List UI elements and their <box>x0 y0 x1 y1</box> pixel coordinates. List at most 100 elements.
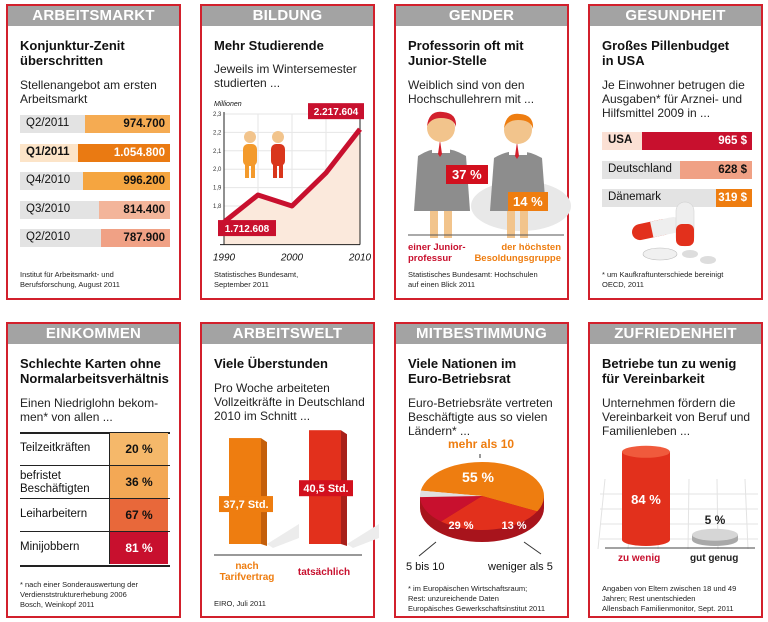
bar-value: 996.200 <box>83 172 170 190</box>
cylinder-bottom <box>622 534 670 546</box>
table-divider <box>20 432 170 434</box>
hours-bar-chart: 37,7 Std. 40,5 Std. <box>214 430 379 556</box>
top-salary-label: der höchsten Besoldungsgruppe <box>474 242 561 264</box>
card-title: Schlechte Karten ohne Normalarbeitsverhä… <box>20 356 169 386</box>
pie-slice <box>420 462 544 512</box>
data-label-box <box>308 103 364 120</box>
bar-row: Deutschland 628 $ <box>602 160 752 179</box>
leader-line <box>523 541 542 555</box>
category-label: nach Tarifvertrag <box>219 561 275 583</box>
bar-value: 814.400 <box>98 200 170 219</box>
y-tick-label: 2,3 <box>213 112 222 118</box>
card-header: GENDER <box>396 6 567 26</box>
bar-category-label: Q1/2011 <box>26 145 70 158</box>
card-header: BILDUNG <box>202 6 373 26</box>
bar-category-label: USA <box>608 134 633 146</box>
bar-shadow <box>267 524 299 548</box>
pie <box>420 462 544 542</box>
card-zufriedenheit: ZUFRIEDENHEIT Betriebe tun zu wenig für … <box>588 322 763 618</box>
y-tick-label: 2,1 <box>213 149 222 155</box>
y-axis-label: Millionen <box>214 101 242 108</box>
card-source: Statistisches Bundesamt, September 2011 <box>214 270 299 289</box>
card-subtitle: Je Einwohner betrugen die Ausgaben* für … <box>602 78 745 120</box>
slice-value: 13 % <box>501 520 526 532</box>
bar-row: Q3/2010 814.400 <box>20 200 170 219</box>
slice-label: weniger als 5 <box>488 561 553 573</box>
bar-category-label: Q3/2010 <box>26 202 71 215</box>
value-label: 37,7 Std. <box>223 499 268 511</box>
bar-value: 965 $ <box>642 132 752 150</box>
y-tick-label: 1,8 <box>213 204 222 210</box>
card-subtitle: Stellenangebot am ersten Arbeitsmarkt <box>20 78 157 106</box>
slice-value: 55 % <box>462 469 494 485</box>
card-header: ARBEITSMARKT <box>8 6 179 26</box>
card-source: EIRO, Juli 2011 <box>214 599 266 608</box>
category-label: gut genug <box>690 553 739 564</box>
student-leg <box>273 164 277 178</box>
card-header: MITBESTIMMUNG <box>396 324 567 344</box>
card-subtitle: Jeweils im Wintersemester studierten ... <box>214 62 357 90</box>
bar-category-label: Q4/2010 <box>26 174 71 186</box>
slice-value: 29 % <box>448 520 473 532</box>
card-title: Betriebe tun zu wenig für Vereinbarkeit <box>602 356 737 386</box>
card-title: Großes Pillenbudget in USA <box>602 38 730 68</box>
card-subtitle: Weiblich sind von den Hochschullehrern m… <box>408 78 535 106</box>
line-chart: 1,8 1,9 2,0 2,1 2,2 2,3 1990 2000 2010 1.712.608 2… <box>213 103 372 264</box>
value-label-box <box>299 480 353 497</box>
y-tick-label: 1,9 <box>213 186 222 192</box>
card-subtitle: Einen Niedriglohn bekom- men* von allen … <box>20 396 159 424</box>
value-label: 40,5 Std. <box>303 483 348 495</box>
card-gesundheit: GESUNDHEIT Großes Pillenbudget in USA Je… <box>588 4 763 300</box>
card-title: Konjunktur-Zenit überschritten <box>20 38 125 68</box>
student-leg <box>245 164 249 178</box>
pills-illustration <box>632 201 716 264</box>
cylinder-bar <box>622 451 670 540</box>
card-mitbestimmung: MITBESTIMMUNG Viele Nationen im Euro-Bet… <box>394 322 569 618</box>
pie-slice-rest <box>420 490 482 498</box>
category-label: tatsächlich <box>297 567 351 578</box>
value-label: 5 % <box>705 513 726 527</box>
x-tick-label: 2000 <box>280 253 304 264</box>
top-salary-value: 14 % <box>508 192 548 211</box>
pie-slice <box>420 496 482 522</box>
y-tick-label: 2,2 <box>213 130 222 136</box>
card-title: Professorin oft mit Junior-Stelle <box>408 38 524 68</box>
table-row-value: 67 % <box>109 499 168 531</box>
bar-category-label: Q2/2011 <box>26 117 70 129</box>
card-title: Viele Überstunden <box>214 356 328 371</box>
card-subtitle: Unternehmen fördern die Vereinbarkeit vo… <box>602 396 751 438</box>
bar-category-label: Dänemark <box>608 191 662 203</box>
data-label-box <box>218 220 276 237</box>
card-header: EINKOMMEN <box>8 324 179 344</box>
pie-chart: 55 % 29 % 13 % <box>418 454 544 557</box>
bar-value: 628 $ <box>680 160 752 179</box>
category-label: zu wenig <box>618 553 661 564</box>
junior-professor-label: einer Junior- professur <box>408 242 466 264</box>
data-label: 1.712.608 <box>225 224 270 235</box>
value-label-box <box>219 496 273 513</box>
bar-row: Q4/2010 996.200 <box>20 172 170 190</box>
area-fill <box>224 129 360 245</box>
table-row-label: Teilzeitkräften <box>20 442 91 454</box>
bar <box>229 438 261 544</box>
card-arbeitswelt: ARBEITSWELT Viele Überstunden Pro Woche … <box>200 322 379 618</box>
grid-line <box>597 478 606 550</box>
slice-label: 5 bis 10 <box>406 561 445 573</box>
bar-value: 787.900 <box>101 229 170 247</box>
data-label: 2.217.604 <box>314 107 359 118</box>
card-source: Institut für Arbeitsmarkt- und Berufsfor… <box>20 270 120 289</box>
card-source: * nach einer Sonderauswertung der Verdie… <box>20 580 138 609</box>
cylinder-top <box>692 528 738 541</box>
slice-label: mehr als 10 <box>448 437 515 451</box>
table-divider <box>20 465 170 466</box>
student-body <box>271 144 285 166</box>
card-header: GESUNDHEIT <box>590 6 761 26</box>
bar-row: Q2/2010 787.900 <box>20 229 170 247</box>
table-row-value: 20 % <box>109 433 168 465</box>
student-leg <box>251 164 255 178</box>
table-row-label: befristet Beschäftigten <box>20 470 90 495</box>
x-tick-label: 1990 <box>213 253 236 264</box>
table-row-value: 81 % <box>109 532 168 564</box>
grid-line <box>744 478 749 550</box>
card-source: Angaben von Eltern zwischen 18 und 49 Ja… <box>602 584 737 613</box>
